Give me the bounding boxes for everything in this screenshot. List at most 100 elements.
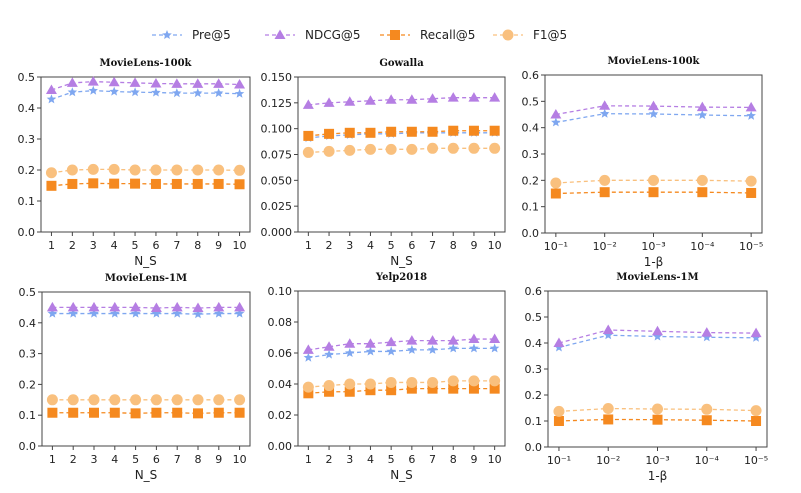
x-tick-label: 4 <box>111 239 118 252</box>
x-tick-label: 8 <box>450 239 457 252</box>
circle-marker <box>129 164 141 176</box>
triangle-marker <box>213 78 225 88</box>
triangle-marker <box>553 337 565 347</box>
triangle-marker <box>750 327 762 338</box>
x-tick-label: 6 <box>408 239 415 252</box>
circle-marker <box>323 145 335 157</box>
x-tick-label: 8 <box>195 453 202 466</box>
subplot: MovieLens-1M 0.0 0.1 0.2 0.3 0.4 0.5 0.6 10⁻¹ 10⁻… <box>525 272 769 483</box>
square-marker <box>88 178 99 189</box>
series-recall-at-5 <box>553 414 762 426</box>
triangle-marker <box>364 95 376 105</box>
x-tick-label: 10⁻⁵ <box>739 240 763 253</box>
y-tick-label: 0.3 <box>18 133 36 146</box>
star-marker <box>386 346 396 356</box>
star-marker <box>599 108 610 118</box>
circle-marker <box>602 403 614 415</box>
square-marker <box>603 414 614 425</box>
circle-marker <box>108 163 120 175</box>
x-tick-label: 10 <box>488 453 502 466</box>
series-line <box>308 347 495 359</box>
circle-marker <box>406 376 418 388</box>
square-marker <box>172 407 183 418</box>
square-marker <box>68 407 79 418</box>
axes-frame <box>544 74 763 234</box>
star-marker <box>469 343 479 353</box>
square-marker <box>344 386 355 397</box>
triangle-marker <box>192 302 204 313</box>
series-ndcg-at-5 <box>302 333 501 354</box>
triangle-marker <box>344 338 356 348</box>
star-marker <box>214 308 224 318</box>
square-marker <box>193 408 203 419</box>
subplot: Gowalla 0.000 0.025 0.050 0.075 0.100 0.125 0.1… <box>261 58 506 268</box>
circle-marker <box>46 394 58 406</box>
triangle-marker <box>652 325 663 336</box>
circle-marker <box>502 29 514 41</box>
triangle-marker <box>192 78 204 88</box>
circle-marker <box>385 376 397 388</box>
series-line <box>51 80 240 91</box>
y-tick-label: 0.00 <box>268 440 293 453</box>
triangle-marker <box>648 100 659 111</box>
x-tick-label: 4 <box>367 453 374 466</box>
y-tick-label: 0.10 <box>268 285 293 298</box>
legend-label: Pre@5 <box>192 28 231 42</box>
series-recall-at-5 <box>550 187 757 199</box>
x-tick-label: 7 <box>429 239 436 252</box>
circle-marker <box>364 143 376 155</box>
triangle-marker <box>213 301 225 312</box>
star-marker <box>193 309 203 319</box>
star-marker <box>697 110 708 120</box>
subplot: MovieLens-100k 0.0 0.1 0.2 0.3 0.4 0.5 1 2 3 4 5 6 7 8… <box>18 58 251 268</box>
series-line <box>52 312 240 315</box>
x-tick-label: 2 <box>326 453 333 466</box>
square-marker <box>701 415 712 426</box>
series-line <box>51 182 240 187</box>
square-marker <box>365 127 376 138</box>
square-marker <box>550 188 561 199</box>
star-marker <box>130 308 141 318</box>
y-tick-label: 0.5 <box>18 71 36 84</box>
star-marker <box>303 352 314 362</box>
y-tick-label: 0.3 <box>522 148 540 161</box>
legend-label: NDCG@5 <box>305 28 361 42</box>
circle-marker <box>427 376 439 388</box>
triangle-marker <box>599 100 611 110</box>
square-marker <box>406 383 417 394</box>
triangle-marker <box>550 109 562 119</box>
circle-marker <box>406 143 418 155</box>
series-line <box>308 130 495 137</box>
x-tick-label: 10 <box>233 453 247 466</box>
star-marker <box>88 85 98 95</box>
circle-marker <box>302 146 314 158</box>
star-marker <box>489 343 500 353</box>
y-tick-label: 0.3 <box>525 363 543 376</box>
y-tick-label: 0.1 <box>522 201 540 214</box>
triangle-marker <box>88 301 100 312</box>
series-recall-at-5 <box>303 125 500 141</box>
square-marker <box>213 178 224 189</box>
y-tick-label: 0.3 <box>19 348 37 361</box>
x-tick-label: 3 <box>346 453 353 466</box>
series-ndcg-at-5 <box>45 76 246 95</box>
circle-marker <box>550 177 562 189</box>
series-line <box>308 147 495 154</box>
axes-frame <box>297 290 506 447</box>
legend-item: NDCG@5 <box>265 28 361 42</box>
square-marker <box>386 385 397 396</box>
circle-marker <box>171 394 183 406</box>
y-tick-label: 0.5 <box>525 311 543 324</box>
triangle-marker <box>130 301 142 312</box>
triangle-marker <box>234 301 246 312</box>
x-tick-label: 10⁻⁴ <box>690 240 715 253</box>
circle-marker <box>150 394 162 406</box>
circle-marker <box>130 394 142 406</box>
circle-marker <box>648 174 659 186</box>
circle-marker <box>364 378 376 390</box>
triangle-marker <box>447 92 459 102</box>
star-marker <box>89 308 99 318</box>
x-tick-label: 10 <box>488 239 502 252</box>
triangle-marker <box>447 335 459 345</box>
